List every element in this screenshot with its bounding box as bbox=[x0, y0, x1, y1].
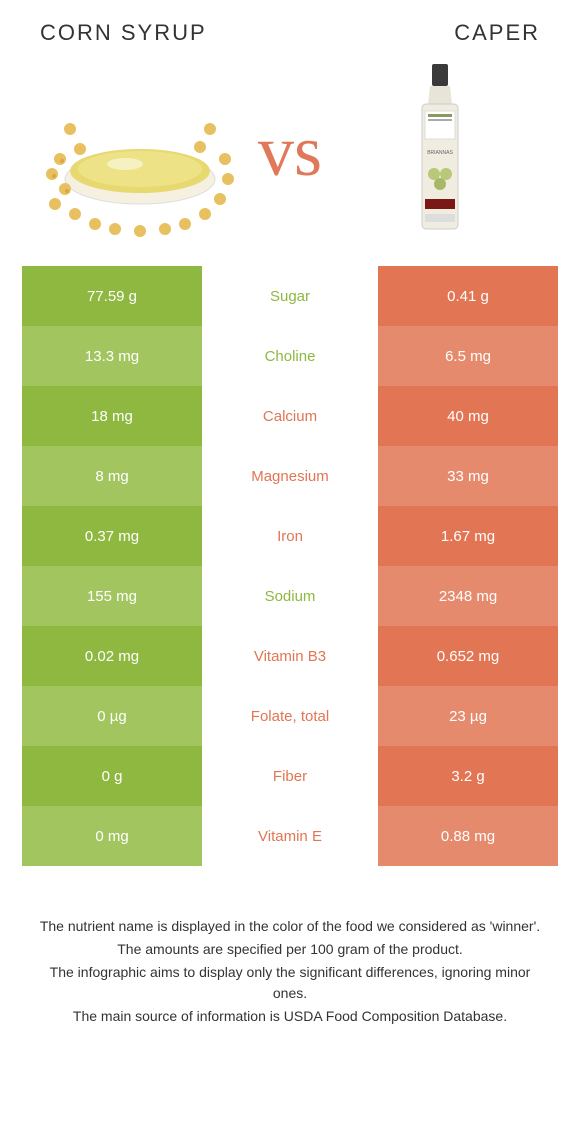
nutrient-label: Folate, total bbox=[202, 686, 378, 746]
right-value: 0.88 mg bbox=[378, 806, 558, 866]
table-row: 0.37 mgIron1.67 mg bbox=[22, 506, 558, 566]
right-value: 23 µg bbox=[378, 686, 558, 746]
images-row: vs BRIANNAS bbox=[20, 56, 560, 266]
right-value: 40 mg bbox=[378, 386, 558, 446]
svg-text:BRIANNAS: BRIANNAS bbox=[427, 150, 453, 156]
table-row: 13.3 mgCholine6.5 mg bbox=[22, 326, 558, 386]
table-row: 77.59 gSugar0.41 g bbox=[22, 266, 558, 326]
left-value: 13.3 mg bbox=[22, 326, 202, 386]
table-row: 0 gFiber3.2 g bbox=[22, 746, 558, 806]
right-value: 6.5 mg bbox=[378, 326, 558, 386]
table-row: 0 mgVitamin E0.88 mg bbox=[22, 806, 558, 866]
nutrient-label: Iron bbox=[202, 506, 378, 566]
left-value: 0 mg bbox=[22, 806, 202, 866]
left-value: 0 µg bbox=[22, 686, 202, 746]
footer-line: The nutrient name is displayed in the co… bbox=[32, 916, 548, 937]
nutrient-label: Vitamin B3 bbox=[202, 626, 378, 686]
table-row: 18 mgCalcium40 mg bbox=[22, 386, 558, 446]
footer: The nutrient name is displayed in the co… bbox=[20, 866, 560, 1027]
left-value: 18 mg bbox=[22, 386, 202, 446]
right-value: 3.2 g bbox=[378, 746, 558, 806]
nutrient-label: Vitamin E bbox=[202, 806, 378, 866]
nutrient-label: Sugar bbox=[202, 266, 378, 326]
right-value: 2348 mg bbox=[378, 566, 558, 626]
title-right: CAPER bbox=[454, 20, 540, 46]
footer-line: The amounts are specified per 100 gram o… bbox=[32, 939, 548, 960]
nutrient-label: Choline bbox=[202, 326, 378, 386]
nutrient-label: Calcium bbox=[202, 386, 378, 446]
nutrient-table: 77.59 gSugar0.41 g13.3 mgCholine6.5 mg18… bbox=[20, 266, 560, 866]
left-value: 8 mg bbox=[22, 446, 202, 506]
left-value: 0.02 mg bbox=[22, 626, 202, 686]
footer-line: The main source of information is USDA F… bbox=[32, 1006, 548, 1027]
right-value: 33 mg bbox=[378, 446, 558, 506]
left-value: 0 g bbox=[22, 746, 202, 806]
nutrient-label: Sodium bbox=[202, 566, 378, 626]
right-value: 1.67 mg bbox=[378, 506, 558, 566]
corn-syrup-image bbox=[40, 59, 240, 244]
footer-line: The infographic aims to display only the… bbox=[32, 962, 548, 1004]
table-row: 8 mgMagnesium33 mg bbox=[22, 446, 558, 506]
nutrient-label: Fiber bbox=[202, 746, 378, 806]
title-left: CORN SYRUP bbox=[40, 20, 207, 46]
table-row: 155 mgSodium2348 mg bbox=[22, 566, 558, 626]
left-value: 77.59 g bbox=[22, 266, 202, 326]
caper-image: BRIANNAS bbox=[340, 59, 540, 244]
table-row: 0.02 mgVitamin B30.652 mg bbox=[22, 626, 558, 686]
left-value: 0.37 mg bbox=[22, 506, 202, 566]
right-value: 0.41 g bbox=[378, 266, 558, 326]
left-value: 155 mg bbox=[22, 566, 202, 626]
right-value: 0.652 mg bbox=[378, 626, 558, 686]
vs-label: vs bbox=[258, 110, 322, 193]
header: CORN SYRUP CAPER bbox=[20, 20, 560, 56]
nutrient-label: Magnesium bbox=[202, 446, 378, 506]
table-row: 0 µgFolate, total23 µg bbox=[22, 686, 558, 746]
